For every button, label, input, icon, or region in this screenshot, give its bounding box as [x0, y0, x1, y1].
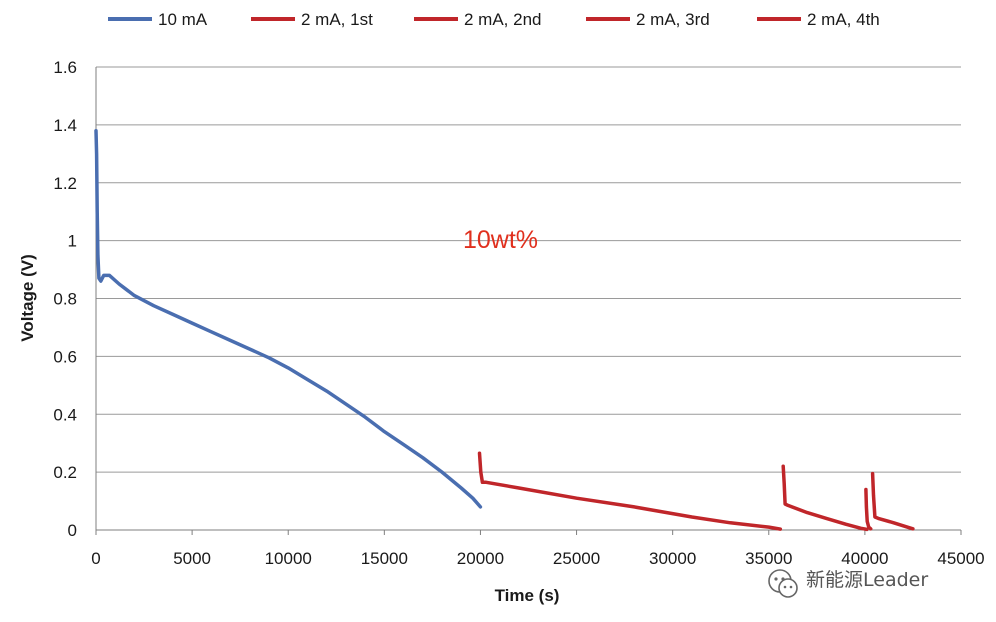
legend-label-3: 2 mA, 3rd [636, 10, 710, 29]
y-tick-label: 0.4 [53, 405, 77, 424]
x-tick-label: 35000 [745, 549, 792, 568]
watermark-text: 新能源Leader [806, 569, 928, 591]
x-tick-label: 25000 [553, 549, 600, 568]
y-axis-title: Voltage (V) [18, 254, 37, 342]
legend-label-2: 2 mA, 2nd [464, 10, 542, 29]
y-tick-label: 0.8 [53, 290, 77, 309]
x-tick-labels: 0 5000 10000 15000 20000 25000 30000 35000 40000… [91, 530, 985, 568]
annotation-label: 10wt% [463, 226, 538, 254]
x-tick-label: 5000 [173, 549, 211, 568]
x-tick-label: 40000 [841, 549, 888, 568]
series-line-2 [781, 464, 869, 532]
x-tick-label: 30000 [649, 549, 696, 568]
series-line-3 [864, 487, 873, 531]
series-line-1 [477, 451, 783, 531]
legend-label-4: 2 mA, 4th [807, 10, 880, 29]
y-tick-label: 1.4 [53, 116, 77, 135]
y-tick-label: 0 [68, 521, 77, 540]
y-tick-label: 0.2 [53, 463, 77, 482]
x-tick-label: 10000 [265, 549, 312, 568]
y-tick-label: 1 [68, 232, 77, 251]
wechat-icon [768, 569, 798, 598]
x-tick-label: 15000 [361, 549, 408, 568]
y-tick-label: 0.6 [53, 347, 77, 366]
series-lines [94, 128, 915, 532]
gridlines [96, 66, 961, 473]
x-tick-label: 20000 [457, 549, 504, 568]
legend-label-0: 10 mA [158, 10, 208, 29]
x-tick-label: 45000 [937, 549, 984, 568]
series-line-4 [870, 471, 915, 531]
y-tick-label: 1.6 [53, 58, 77, 77]
watermark: 新能源Leader [768, 569, 928, 598]
x-axis-title: Time (s) [495, 586, 560, 605]
y-tick-labels: 0 0.2 0.4 0.6 0.8 1 1.2 1.4 1.6 [53, 58, 77, 540]
series-line-0 [94, 128, 483, 509]
legend: 10 mA 2 mA, 1st 2 mA, 2nd 2 mA, 3rd 2 mA, 4t… [108, 10, 880, 29]
y-tick-label: 1.2 [53, 174, 77, 193]
x-tick-label: 0 [91, 549, 100, 568]
legend-label-1: 2 mA, 1st [301, 10, 373, 29]
